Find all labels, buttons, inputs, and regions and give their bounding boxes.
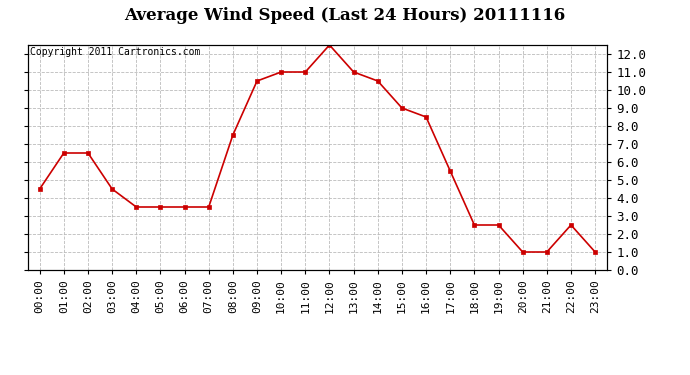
Text: Average Wind Speed (Last 24 Hours) 20111116: Average Wind Speed (Last 24 Hours) 20111… xyxy=(124,8,566,24)
Text: Copyright 2011 Cartronics.com: Copyright 2011 Cartronics.com xyxy=(30,47,201,57)
